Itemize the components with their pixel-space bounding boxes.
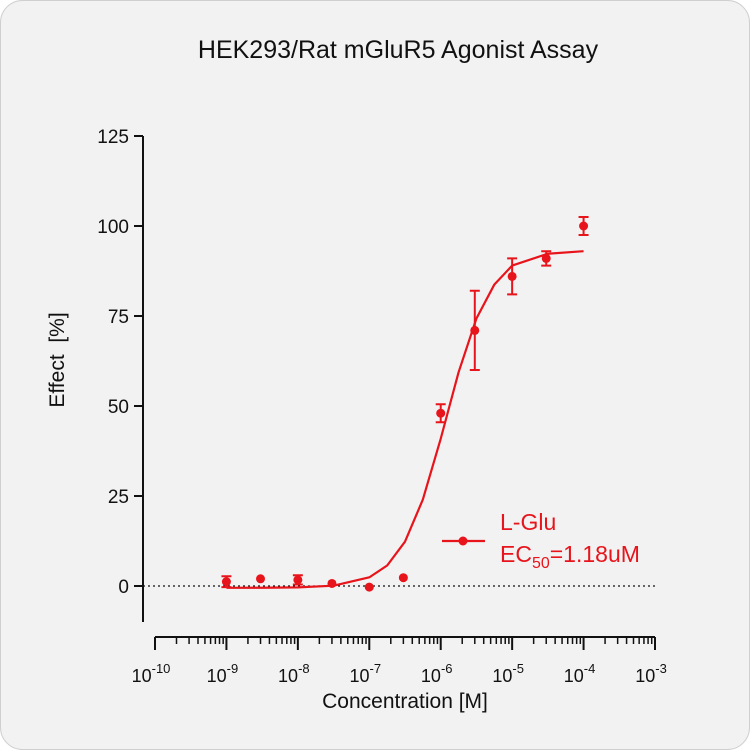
x-tick-base: 10 (349, 666, 369, 686)
chart-title: HEK293/Rat mGluR5 Agonist Assay (198, 36, 599, 64)
x-tick-label: 10-6 (421, 661, 453, 686)
x-tick-exponent: -8 (298, 661, 310, 676)
x-tick-label: 10-9 (207, 661, 239, 686)
x-tick-base: 10 (207, 666, 227, 686)
data-point (221, 577, 231, 587)
x-tick-base: 10 (635, 666, 655, 686)
x-tick-exponent: -4 (584, 661, 596, 676)
y-tick-label: 0 (118, 577, 129, 598)
y-tick-label: 125 (97, 127, 129, 148)
x-tick-label: 10-7 (349, 661, 381, 686)
x-tick-label: 10-3 (635, 661, 667, 686)
x-tick-exponent: -10 (152, 661, 171, 676)
x-tick-base: 10 (492, 666, 512, 686)
y-axis-label: Effect [%] (46, 312, 69, 407)
data-point (256, 574, 266, 584)
data-point (579, 221, 589, 231)
annotation-text: EC (500, 541, 532, 567)
x-tick-base: 10 (564, 666, 584, 686)
data-point (541, 253, 551, 263)
data-point (327, 578, 337, 588)
x-tick-exponent: -6 (441, 661, 453, 676)
x-tick-exponent: -9 (227, 661, 239, 676)
legend-label: L-Glu (500, 509, 556, 535)
annotation: EC50=1.18uM (500, 541, 640, 572)
x-tick-base: 10 (132, 666, 152, 686)
x-tick-exponent: -3 (655, 661, 667, 676)
x-axis-label: Concentration [M] (322, 690, 488, 713)
x-tick-base: 10 (421, 666, 441, 686)
y-tick-label: 75 (108, 307, 129, 328)
y-tick-label: 100 (97, 217, 129, 238)
x-tick-exponent: -5 (512, 661, 524, 676)
data-point (364, 582, 374, 592)
y-tick-label: 25 (108, 487, 129, 508)
y-tick-label: 50 (108, 397, 129, 418)
legend-marker (458, 536, 468, 546)
data-point (470, 325, 480, 335)
annotation-suffix: =1.18uM (550, 541, 640, 567)
x-tick-label: 10-8 (278, 661, 310, 686)
x-tick-label: 10-5 (492, 661, 524, 686)
data-point (398, 573, 408, 583)
annotation-subscript: 50 (532, 555, 550, 572)
data-point (436, 408, 446, 418)
x-tick-base: 10 (278, 666, 298, 686)
fit-curve (226, 250, 584, 589)
x-tick-exponent: -7 (370, 661, 382, 676)
data-point (507, 271, 517, 281)
x-tick-label: 10-10 (132, 661, 171, 686)
data-point (293, 575, 303, 585)
x-tick-label: 10-4 (564, 661, 596, 686)
